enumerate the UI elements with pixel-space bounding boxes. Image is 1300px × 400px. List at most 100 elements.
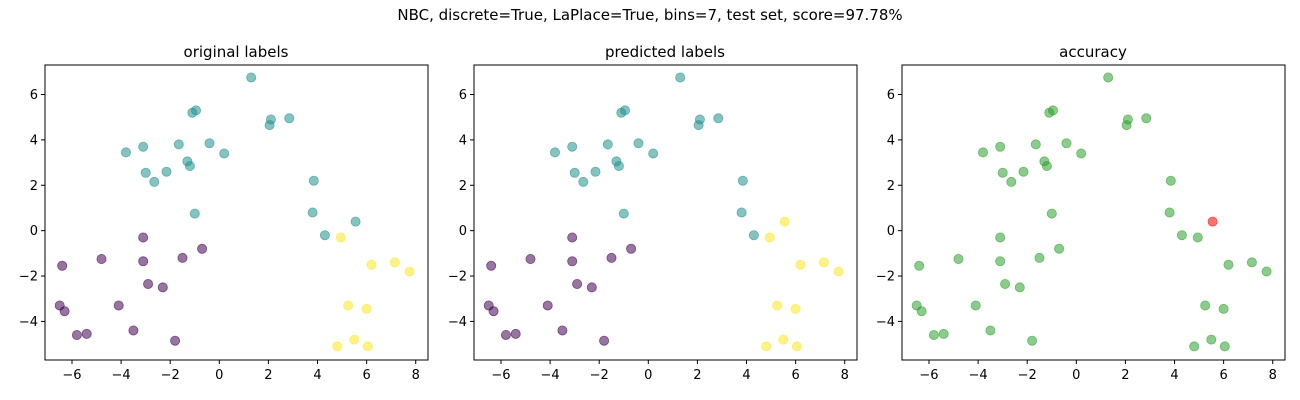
data-point [128,325,139,336]
data-point [995,256,1006,267]
data-point [284,113,295,124]
x-tick-label: −2 [1018,368,1037,383]
data-point [542,300,553,311]
x-tick-label: −2 [590,368,609,383]
data-point [675,72,686,83]
data-point [626,243,637,254]
data-point [173,139,184,150]
data-point [1219,341,1230,352]
data-point [618,208,629,219]
y-tick-label: −2 [876,270,895,285]
data-point [197,243,208,254]
y-tick-label: 4 [887,133,895,148]
x-tick-label: 2 [264,368,272,383]
data-point [833,266,844,277]
data-point [978,147,989,158]
data-point [350,216,361,227]
data-point [265,114,276,125]
data-point [648,148,659,159]
x-tick-label: −6 [62,368,81,383]
y-tick-label: −2 [19,270,38,285]
data-point [488,306,499,317]
data-point [970,300,981,311]
data-point [246,72,257,83]
x-tick-label: −4 [969,368,988,383]
data-point [510,328,521,339]
data-point [737,175,748,186]
data-point [567,256,578,267]
data-point [1192,232,1203,243]
data-point [620,105,631,116]
x-tick-label: 4 [313,368,321,383]
data-point [1041,160,1052,171]
data-point [1207,216,1218,227]
y-tick-label: −4 [19,315,38,330]
data-point [149,176,160,187]
data-point [914,260,925,271]
data-point [928,329,939,340]
data-point [779,216,790,227]
y-tick-label: −2 [448,270,467,285]
data-point [578,176,589,187]
plot-frame [473,64,858,361]
data-point [81,328,92,339]
data-point [1103,72,1114,83]
x-tick-label: −6 [919,368,938,383]
y-tick-label: 2 [30,179,38,194]
data-point [113,300,124,311]
plot-frame [901,64,1286,361]
data-point [995,141,1006,152]
data-point [1054,243,1065,254]
data-point [1000,278,1011,289]
data-point [1223,259,1234,270]
x-tick-label: 6 [362,368,370,383]
data-point [953,253,964,264]
data-point [404,266,415,277]
data-point [219,148,230,159]
panel-title-original-labels: original labels [184,43,289,61]
x-tick-label: 8 [841,368,849,383]
data-point [157,282,168,293]
data-point [1164,207,1175,218]
panel-title-accuracy: accuracy [1059,43,1127,61]
data-point [938,328,949,339]
x-tick-label: 0 [1072,368,1080,383]
data-point [349,334,360,345]
data-point [138,232,149,243]
y-tick-label: 0 [887,224,895,239]
data-point [1261,266,1272,277]
data-point [307,207,318,218]
data-point [818,257,829,268]
data-point [997,167,1008,178]
data-point [572,278,583,289]
data-point [1200,300,1211,311]
data-point [599,335,610,346]
y-tick-label: 2 [887,179,895,194]
data-point [57,260,68,271]
data-point [362,341,373,352]
data-point [557,325,568,336]
panel-predicted-labels: predicted labels −6 −4 −2 0 2 4 6 8 −4 −2 0 2 4 6 [448,43,858,383]
data-point [138,256,149,267]
data-point [567,232,578,243]
data-point [567,141,578,152]
x-tick-label: −4 [112,368,131,383]
data-point [190,105,201,116]
data-point [170,335,181,346]
data-point [1046,208,1057,219]
x-tick-label: −2 [161,368,180,383]
data-point [161,166,172,177]
data-point [713,113,724,124]
data-point [366,259,377,270]
data-point [1048,105,1059,116]
x-tick-label: 0 [215,368,223,383]
data-point [335,232,346,243]
data-point [633,138,644,149]
panel-title-predicted-labels: predicted labels [605,43,725,61]
data-point [121,147,132,158]
data-point [1061,138,1072,149]
y-tick-label: 6 [30,88,38,103]
data-point [606,252,617,263]
data-point [1076,148,1087,159]
x-tick-label: 8 [1269,368,1277,383]
